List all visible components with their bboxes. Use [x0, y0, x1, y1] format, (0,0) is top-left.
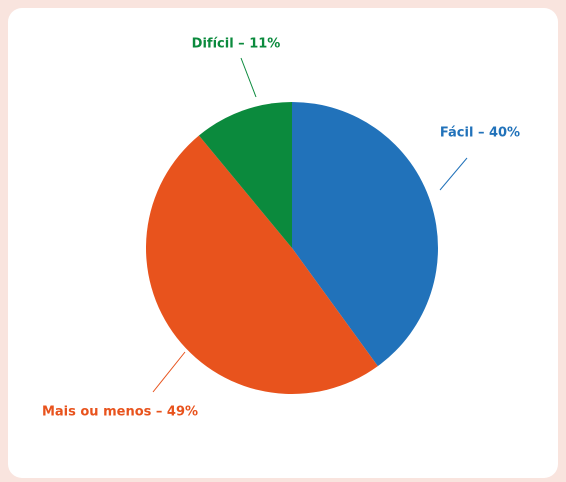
slice-label: Difícil – 11%: [192, 37, 281, 52]
pie-slice: [198, 102, 292, 248]
pie-slice: [146, 135, 378, 394]
slice-label: Mais ou menos – 49%: [42, 405, 198, 420]
slice-label: Fácil – 40%: [440, 126, 520, 141]
leader-line: [439, 157, 468, 191]
leader-line: [240, 57, 257, 98]
pie-slice: [292, 102, 438, 367]
leader-line: [152, 351, 186, 393]
